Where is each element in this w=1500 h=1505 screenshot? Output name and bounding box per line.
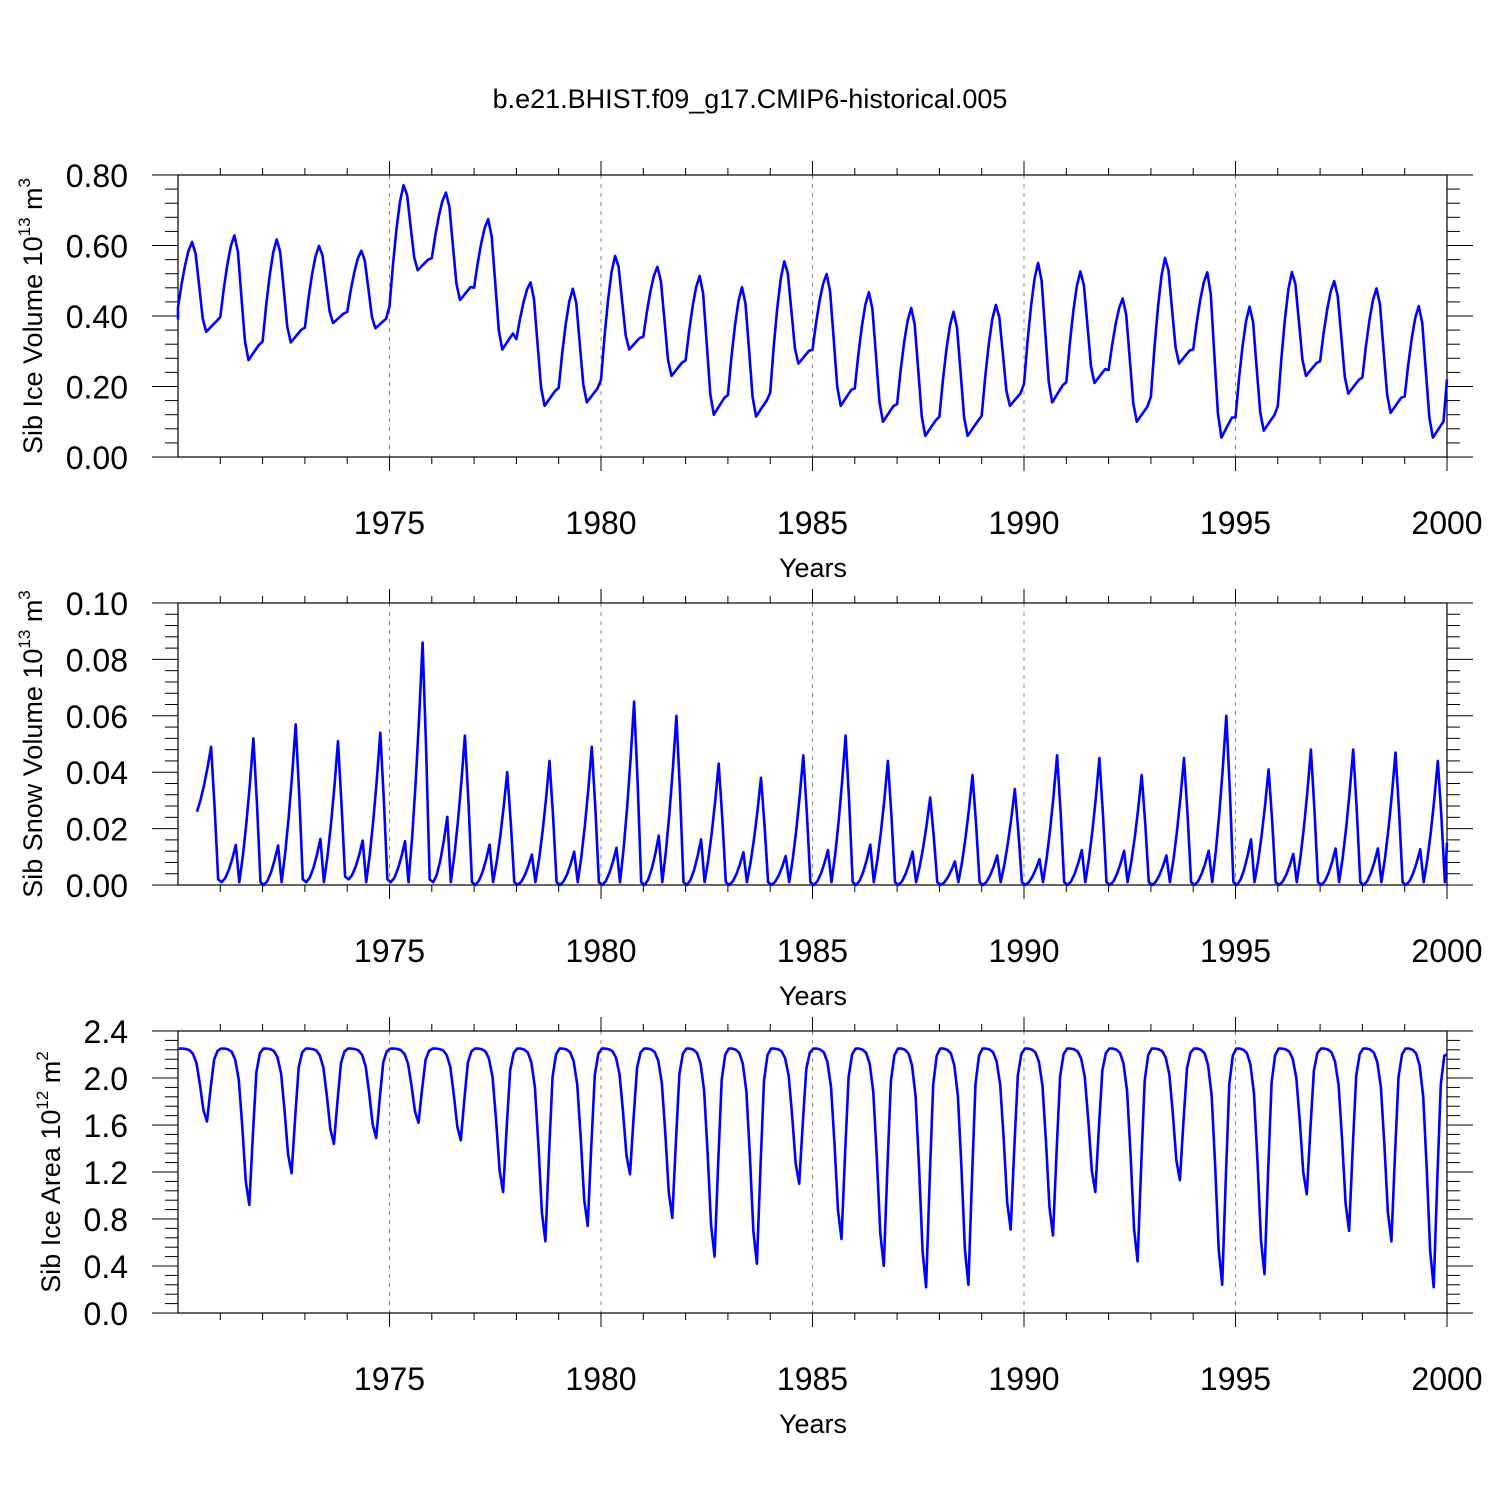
x-tick-label: 1985 [777,933,848,969]
x-tick-label: 2000 [1411,933,1482,969]
series-line [178,1047,1448,1289]
y-tick-label: 0.00 [66,440,128,476]
y-tick-label: 0.80 [66,158,128,194]
y-tick-label: 2.4 [84,1014,128,1050]
x-tick-label: 1995 [1200,933,1271,969]
x-axis-label: Years [779,1409,847,1439]
x-tick-label: 1990 [988,933,1059,969]
y-tick-label: 0.06 [66,699,128,735]
y-tick-label: 1.6 [84,1108,128,1144]
panel-1: 0.00 0.20 0.40 0.60 0.80 1975 1980 1985 1990 1995… [15,158,1483,583]
y-tick-label: 0.20 [66,370,128,406]
y-tick-label: 0.08 [66,642,128,678]
x-tick-label: 1990 [988,505,1059,541]
x-tick-label: 2000 [1411,505,1482,541]
x-tick-label: 1995 [1200,1361,1271,1397]
y-tick-label: 0.04 [66,755,128,791]
series-line [176,184,1449,439]
x-tick-label: 1980 [565,933,636,969]
x-tick-label: 2000 [1411,1361,1482,1397]
y-tick-label: 0.8 [84,1202,128,1238]
y-axis-label: Sib Snow Volume 1013 m3 [15,590,48,898]
y-tick-label: 0.0 [84,1296,128,1332]
x-tick-label: 1975 [354,1361,425,1397]
x-tick-label: 1975 [354,505,425,541]
plot-frame [177,602,1448,886]
x-tick-label: 1990 [988,1361,1059,1397]
x-tick-label: 1980 [565,1361,636,1397]
x-tick-label: 1980 [565,505,636,541]
x-axis-label: Years [779,981,847,1011]
y-tick-label: 0.02 [66,812,128,848]
x-tick-label: 1985 [777,505,848,541]
plot-frame [177,1030,1448,1314]
x-tick-label: 1975 [354,933,425,969]
y-tick-label: 1.2 [84,1155,128,1191]
y-tick-label: 2.0 [84,1061,128,1097]
y-tick-label: 0.4 [84,1249,128,1285]
y-tick-label: 0.00 [66,868,128,904]
x-axis-label: Years [779,553,847,583]
y-tick-label: 0.60 [66,229,128,265]
y-axis-label: Sib Ice Volume 1013 m3 [15,178,48,454]
panel-3: 0.0 0.4 0.8 1.2 1.6 2.0 2.4 1975 1980 1985 1990 199… [33,1014,1483,1439]
y-axis-label: Sib Ice Area 1012 m2 [33,1051,66,1293]
panel-2: 0.00 0.02 0.04 0.06 0.08 0.10 1975 1980 1985 1990… [15,586,1483,1011]
x-tick-label: 1985 [777,1361,848,1397]
series-line [195,641,1449,887]
y-tick-label: 0.10 [66,586,128,622]
plot-frame [177,174,1448,458]
figure-title: b.e21.BHIST.f09_g17.CMIP6-historical.005 [492,84,1008,114]
x-tick-label: 1995 [1200,505,1271,541]
y-tick-label: 0.40 [66,299,128,335]
